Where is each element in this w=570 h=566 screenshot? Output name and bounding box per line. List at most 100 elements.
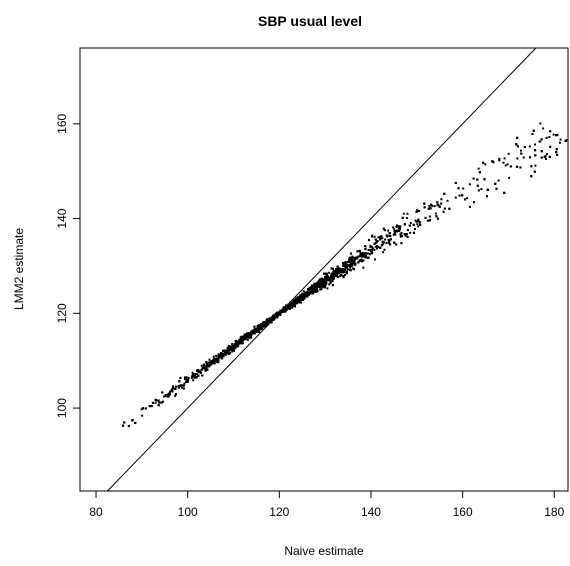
data-point [172,385,175,388]
data-point [313,284,316,287]
data-point [326,277,329,280]
data-point [516,145,519,148]
data-point [233,345,236,348]
data-point [364,256,367,259]
x-tick-label: 140 [361,505,381,519]
chart-title: SBP usual level [258,13,362,29]
data-point [440,202,443,205]
data-point [464,198,467,201]
data-point [325,282,328,285]
data-point [245,336,248,339]
data-point [364,252,367,255]
data-point [359,254,362,257]
data-point [485,195,488,198]
data-point [371,252,374,255]
data-point [376,244,379,247]
data-point [234,339,237,342]
data-point [236,345,239,348]
data-point [202,363,205,366]
data-point [206,368,209,371]
data-point [197,370,200,373]
x-tick-label: 100 [178,505,198,519]
data-point [468,183,471,186]
data-point [229,351,232,354]
data-point [299,294,302,297]
data-point [418,221,421,224]
data-point [343,265,346,268]
y-tick-label: 100 [55,398,69,418]
data-point [177,386,180,389]
data-point [392,226,395,229]
data-point [313,282,316,285]
data-point [540,138,543,141]
data-point [417,219,420,222]
data-point [328,279,331,282]
data-point [192,373,195,376]
data-point [491,160,494,163]
data-point [193,375,196,378]
data-point [423,202,426,205]
data-point [231,342,234,345]
data-point [206,365,209,368]
data-point [321,277,324,280]
data-point [185,376,188,379]
data-point [486,188,489,191]
data-point [374,245,377,248]
data-point [428,205,431,208]
data-point [336,265,339,268]
data-point [357,255,360,258]
data-point [294,299,297,302]
x-tick-label: 80 [89,505,103,519]
data-point [379,246,382,249]
data-point [216,359,219,362]
data-point [508,176,511,179]
data-point [361,253,364,256]
data-point [179,376,182,379]
data-point [200,368,203,371]
data-point [351,264,354,267]
data-point [403,233,406,236]
data-point [555,151,558,154]
data-point [516,157,519,160]
data-point [218,354,221,357]
data-point [297,301,300,304]
data-point [313,288,316,291]
data-point [295,298,298,301]
data-point [372,247,375,250]
data-point [436,203,439,206]
data-point [386,235,389,238]
data-point [454,181,457,184]
y-tick-label: 160 [55,113,69,133]
data-point [409,231,412,234]
data-point [246,338,249,341]
y-tick-label: 140 [55,208,69,228]
data-point [393,228,396,231]
data-point [151,401,154,404]
data-point [312,290,315,293]
data-point [199,371,202,374]
data-point [186,380,189,383]
data-point [315,288,318,291]
data-point [347,268,350,271]
data-point [492,161,495,164]
data-point [435,212,438,215]
data-point [257,329,260,332]
data-point [163,395,166,398]
data-point [223,349,226,352]
data-point [319,282,322,285]
data-point [301,296,304,299]
data-point [349,256,352,259]
data-point [236,340,239,343]
data-point [299,295,302,298]
data-point [534,154,537,157]
data-point [325,272,328,275]
data-point [257,325,260,328]
data-point [406,235,409,238]
data-point [342,275,345,278]
data-point [320,284,323,287]
data-point [356,250,359,253]
data-point [373,242,376,245]
data-point [534,149,537,152]
data-point [195,373,198,376]
data-point [539,122,542,125]
